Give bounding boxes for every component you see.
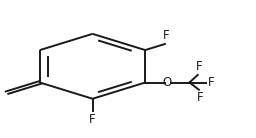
Text: F: F [89,113,96,126]
Text: F: F [208,76,215,89]
Text: F: F [163,29,169,42]
Text: F: F [196,60,202,73]
Text: F: F [197,91,204,104]
Text: O: O [162,76,171,89]
